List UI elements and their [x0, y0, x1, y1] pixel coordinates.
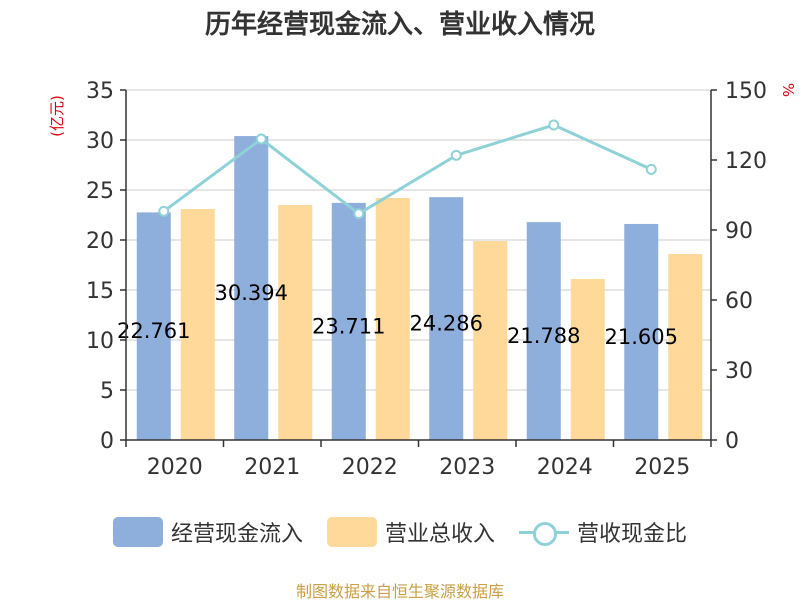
y-tick-label-right: 0 [725, 429, 739, 454]
ratio-polyline [162, 123, 652, 216]
ratio-point-2022[interactable] [353, 208, 365, 220]
y-tick-label-left: 5 [100, 379, 114, 404]
bar-revenue-2021[interactable] [278, 205, 313, 440]
bar-cash-inflow-2025[interactable] [624, 223, 659, 440]
legend-item-ratio[interactable]: 营收现金比 [519, 516, 687, 548]
x-tick-label-2025: 2025 [634, 455, 690, 480]
bar-cash-inflow-2021[interactable] [234, 136, 269, 440]
bar-revenue-2022[interactable] [375, 198, 410, 440]
legend-swatch-cash-inflow [112, 517, 163, 547]
x-tick-label-2022: 2022 [342, 455, 398, 480]
ratio-point-2025[interactable] [645, 163, 657, 175]
x-tick-label-2021: 2021 [244, 455, 300, 480]
y-tick-label-left: 10 [86, 329, 114, 354]
source-note: 制图数据来自恒生聚源数据库 [295, 582, 504, 601]
data-label-cash-inflow-2023: 24.286 [410, 312, 483, 336]
data-label-cash-inflow-2025: 21.605 [605, 325, 678, 349]
y-tick-label-right: 90 [725, 219, 753, 244]
y-tick-label-left: 0 [100, 429, 114, 454]
y-tick-label-left: 15 [86, 279, 114, 304]
legend-swatch-revenue [326, 517, 377, 547]
bar-revenue-2024[interactable] [570, 279, 605, 440]
legend-label-revenue: 营业总收入 [384, 522, 495, 547]
y-axis-right-unit: % [779, 83, 797, 97]
x-tick-label-2024: 2024 [537, 455, 593, 480]
bar-cash-inflow-2024[interactable] [526, 222, 561, 440]
bar-cash-inflow-2020[interactable] [136, 212, 171, 440]
bars [136, 136, 703, 440]
y-tick-label-left: 35 [86, 79, 114, 104]
x-tick-label-2020: 2020 [147, 455, 203, 480]
data-labels: 22.761 30.394 23.711 24.286 21.788 21.605 [117, 281, 678, 349]
legend-swatch-ratio [519, 517, 569, 547]
data-label-cash-inflow-2021: 30.394 [215, 281, 288, 305]
bar-cash-inflow-2022[interactable] [331, 202, 366, 440]
ratio-point-2020[interactable] [158, 205, 170, 217]
bar-cash-inflow-2023[interactable] [429, 197, 464, 440]
ratio-point-2024[interactable] [548, 119, 560, 131]
ratio-point-2023[interactable] [450, 149, 462, 161]
grid-lines [126, 89, 711, 391]
data-label-cash-inflow-2024: 21.788 [507, 324, 580, 348]
y-tick-label-right: 60 [725, 289, 753, 314]
y-axis-left-unit: (亿元) [48, 95, 66, 137]
bar-revenue-2025[interactable] [668, 254, 703, 440]
chart-title: 历年经营现金流入、营业收入情况 [204, 10, 595, 40]
bar-revenue-2020[interactable] [180, 209, 215, 440]
data-label-cash-inflow-2020: 22.761 [117, 319, 190, 343]
y-tick-label-left: 25 [86, 179, 114, 204]
y-tick-label-left: 30 [86, 129, 114, 154]
y-tick-label-left: 20 [86, 229, 114, 254]
data-label-cash-inflow-2022: 23.711 [312, 314, 385, 338]
ratio-point-2021[interactable] [255, 133, 267, 145]
legend-item-revenue[interactable]: 营业总收入 [326, 516, 495, 548]
ratio-line [158, 119, 657, 220]
legend-label-cash-inflow: 经营现金流入 [170, 522, 303, 547]
legend-item-cash-inflow[interactable]: 经营现金流入 [112, 516, 303, 548]
bar-revenue-2023[interactable] [473, 241, 508, 440]
y-tick-label-right: 150 [725, 79, 767, 104]
legend: 经营现金流入 营业总收入 营收现金比 [0, 516, 800, 548]
y-tick-label-right: 30 [725, 359, 753, 384]
legend-label-ratio: 营收现金比 [577, 522, 688, 547]
x-tick-label-2023: 2023 [439, 455, 495, 480]
y-tick-label-right: 120 [725, 149, 767, 174]
